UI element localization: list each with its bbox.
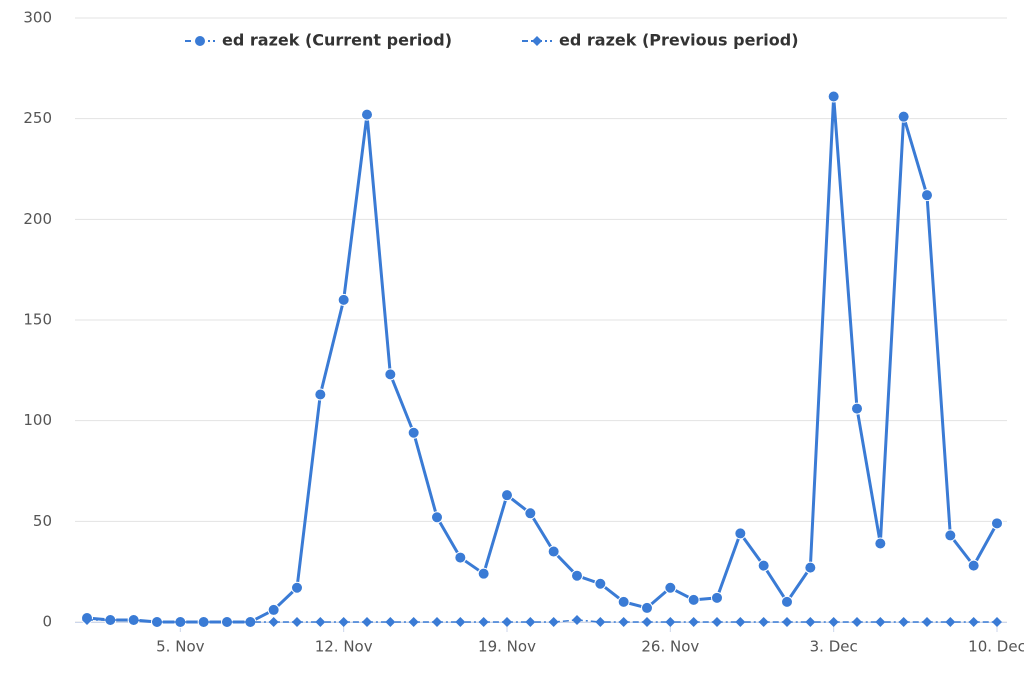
point <box>501 489 513 502</box>
point <box>454 551 467 564</box>
point <box>547 545 560 558</box>
point <box>338 617 349 627</box>
point <box>572 614 582 625</box>
point <box>992 617 1002 627</box>
point <box>384 368 397 381</box>
point <box>478 617 489 627</box>
point <box>617 595 630 608</box>
x-tick-label: 5. Nov <box>156 638 204 656</box>
point <box>828 617 839 627</box>
point <box>827 90 840 103</box>
point <box>268 617 279 627</box>
point <box>664 581 677 594</box>
point <box>431 511 443 524</box>
point <box>875 617 886 627</box>
y-tick-label: 0 <box>42 613 52 631</box>
point <box>967 559 980 572</box>
point <box>757 559 770 572</box>
point <box>337 293 350 306</box>
point <box>292 617 302 627</box>
point <box>665 617 676 627</box>
point <box>804 561 817 574</box>
point <box>641 601 653 614</box>
point <box>594 577 607 590</box>
series-line <box>87 619 997 623</box>
point <box>385 617 396 627</box>
point <box>618 617 629 627</box>
x-tick-label: 26. Nov <box>641 638 699 656</box>
point <box>781 595 793 608</box>
point <box>921 189 933 202</box>
legend: ed razek (Current period) ed razek (Previ… <box>185 31 799 50</box>
point <box>852 617 862 627</box>
point <box>407 426 420 439</box>
point <box>362 617 372 627</box>
point <box>897 110 910 123</box>
point <box>525 617 536 627</box>
point <box>524 507 537 520</box>
point <box>571 569 583 582</box>
x-tick-label: 3. Dec <box>810 638 858 656</box>
point <box>968 617 979 627</box>
y-tick-label: 200 <box>23 210 52 228</box>
point <box>291 581 303 594</box>
point <box>82 614 92 625</box>
point <box>945 617 956 627</box>
point <box>502 617 512 627</box>
point <box>595 617 606 627</box>
y-tick-label: 100 <box>23 411 52 429</box>
point <box>455 617 466 627</box>
point <box>548 617 559 627</box>
x-tick-label: 12. Nov <box>315 638 373 656</box>
point <box>245 617 256 627</box>
point <box>198 617 209 627</box>
point <box>898 617 909 627</box>
legend-label: ed razek (Current period) <box>222 31 452 50</box>
point <box>128 614 139 625</box>
point <box>477 567 490 580</box>
point <box>105 614 116 625</box>
point <box>851 402 863 415</box>
point <box>712 617 722 627</box>
point <box>642 617 652 627</box>
point <box>361 108 373 121</box>
point <box>194 35 206 47</box>
point <box>735 617 746 627</box>
point <box>408 617 419 627</box>
point <box>267 603 280 616</box>
point <box>152 617 162 627</box>
x-tick-label: 19. Nov <box>478 638 536 656</box>
point <box>758 617 769 627</box>
point <box>687 593 700 606</box>
point <box>315 617 326 627</box>
point <box>222 617 232 627</box>
point <box>782 617 792 627</box>
y-tick-label: 300 <box>23 9 52 27</box>
point <box>532 36 542 46</box>
point <box>922 617 932 627</box>
series-line <box>86 95 999 624</box>
x-tick-label: 10. Dec <box>968 638 1024 656</box>
point <box>175 617 186 627</box>
point <box>805 617 816 627</box>
point <box>991 517 1003 530</box>
point <box>711 591 723 604</box>
point <box>944 529 957 542</box>
legend-label: ed razek (Previous period) <box>559 31 799 50</box>
point <box>734 527 747 540</box>
point <box>314 388 327 401</box>
point <box>874 537 887 550</box>
point <box>688 617 699 627</box>
y-tick-label: 50 <box>33 512 52 530</box>
y-tick-label: 150 <box>23 311 52 329</box>
y-tick-label: 250 <box>23 109 52 127</box>
point <box>432 617 442 627</box>
